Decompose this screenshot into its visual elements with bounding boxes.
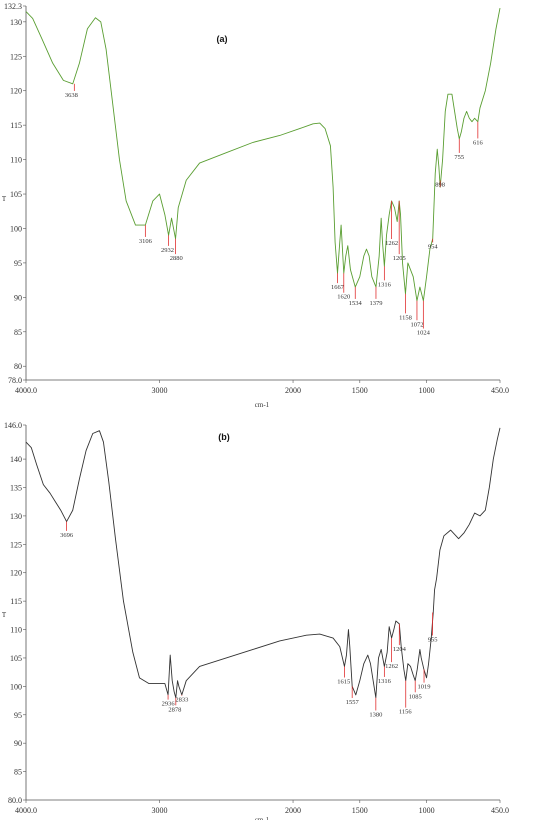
peak-label: 1379 (369, 300, 382, 307)
x-axis-label: cm-1 (255, 816, 270, 820)
peak-label: 1262 (385, 663, 398, 670)
peak-label: 1156 (399, 709, 413, 716)
peak-label: 1316 (378, 678, 392, 685)
y-tick-label: 95 (14, 711, 22, 720)
peak-label: 954 (428, 243, 439, 250)
y-tick-label: 125 (10, 52, 22, 61)
x-axis-label: cm-1 (255, 401, 270, 409)
y-tick-label: 105 (10, 190, 22, 199)
peak-label: 1158 (399, 314, 412, 321)
y-tick-label: 80 (14, 362, 22, 371)
y-tick-label: 115 (10, 597, 22, 606)
peak-label: 3696 (60, 532, 74, 539)
x-tick-label: 1000 (419, 806, 435, 815)
y-tick-label: 130 (10, 18, 22, 27)
y-tick-label: 115 (10, 121, 22, 130)
y-tick-label: 130 (10, 512, 22, 521)
y-tick-label: 90 (14, 739, 22, 748)
y-tick-label: 125 (10, 540, 22, 549)
panel-a: 78.0 80 85 90 95 100 105 110 115 120 125 130 132.3 40… (2, 2, 509, 409)
peak-label: 2833 (175, 697, 188, 704)
peak-label: 1205 (393, 255, 406, 262)
peak-label: 1085 (409, 693, 422, 700)
peak-label: 1072 (410, 321, 423, 328)
y-tick-label: 120 (10, 569, 22, 578)
peak-label: 1204 (393, 646, 407, 653)
spectrum-line (25, 7, 501, 302)
y-tick-label: 146.0 (4, 421, 22, 430)
peak-label: 2932 (161, 247, 174, 254)
x-tick-label: 2000 (285, 806, 301, 815)
y-tick-label: 132.3 (4, 2, 22, 11)
peak-label: 3638 (65, 92, 78, 99)
x-tick-label: 1000 (419, 386, 435, 395)
peak-label: 955 (428, 636, 438, 643)
x-tick-label: 450.0 (491, 806, 509, 815)
peak-label: 2880 (170, 255, 183, 262)
peak-label: 1316 (378, 281, 392, 288)
y-tick-label: 95 (14, 259, 22, 268)
peak-label: 1380 (369, 711, 382, 718)
peak-label: 1667 (331, 284, 345, 291)
peak-label: 616 (473, 139, 484, 146)
peak-label: 1262 (385, 240, 398, 247)
y-tick-label: 100 (10, 224, 22, 233)
peak-label: 1534 (349, 300, 363, 307)
x-tick-label: 450.0 (491, 386, 509, 395)
y-tick-label: 85 (14, 768, 22, 777)
panel-label: (b) (218, 432, 230, 442)
y-tick-label: 90 (14, 293, 22, 302)
panel-b: 80.0 85 90 95 100 105 110 115 120 125 130 135 140 146… (2, 421, 509, 820)
panel-label: (a) (217, 34, 228, 44)
peak-label: 2878 (168, 706, 181, 713)
y-tick-label: 85 (14, 328, 22, 337)
y-axis-label: T (2, 195, 7, 203)
x-tick-label: 3000 (152, 806, 168, 815)
peak-label: 1019 (418, 684, 431, 691)
x-tick-label: 4000.0 (15, 386, 37, 395)
x-tick-label: 2000 (285, 386, 301, 395)
y-tick-label: 110 (10, 626, 22, 635)
y-tick-label: 100 (10, 682, 22, 691)
peak-label: 3106 (139, 238, 153, 245)
x-tick-label: 1500 (352, 806, 368, 815)
peak-label: 755 (454, 154, 464, 161)
y-tick-label: 78.0 (8, 376, 22, 385)
y-tick-label: 120 (10, 87, 22, 96)
x-tick-label: 1500 (352, 386, 368, 395)
y-tick-label: 80.0 (8, 796, 22, 805)
x-tick-label: 4000.0 (15, 806, 37, 815)
peak-label: 1024 (417, 330, 431, 337)
peak-label: 1620 (337, 294, 350, 301)
y-axis-label: T (2, 611, 7, 619)
peak-label: 1557 (346, 699, 360, 706)
y-tick-label: 140 (10, 455, 22, 464)
y-tick-label: 105 (10, 654, 22, 663)
spectrum-line (25, 427, 501, 699)
peak-label: 898 (435, 181, 445, 188)
y-tick-label: 135 (10, 484, 22, 493)
peak-label: 1615 (337, 679, 350, 686)
x-tick-label: 3000 (152, 386, 168, 395)
peak-label: 2936 (162, 701, 176, 708)
y-tick-label: 110 (10, 156, 22, 165)
